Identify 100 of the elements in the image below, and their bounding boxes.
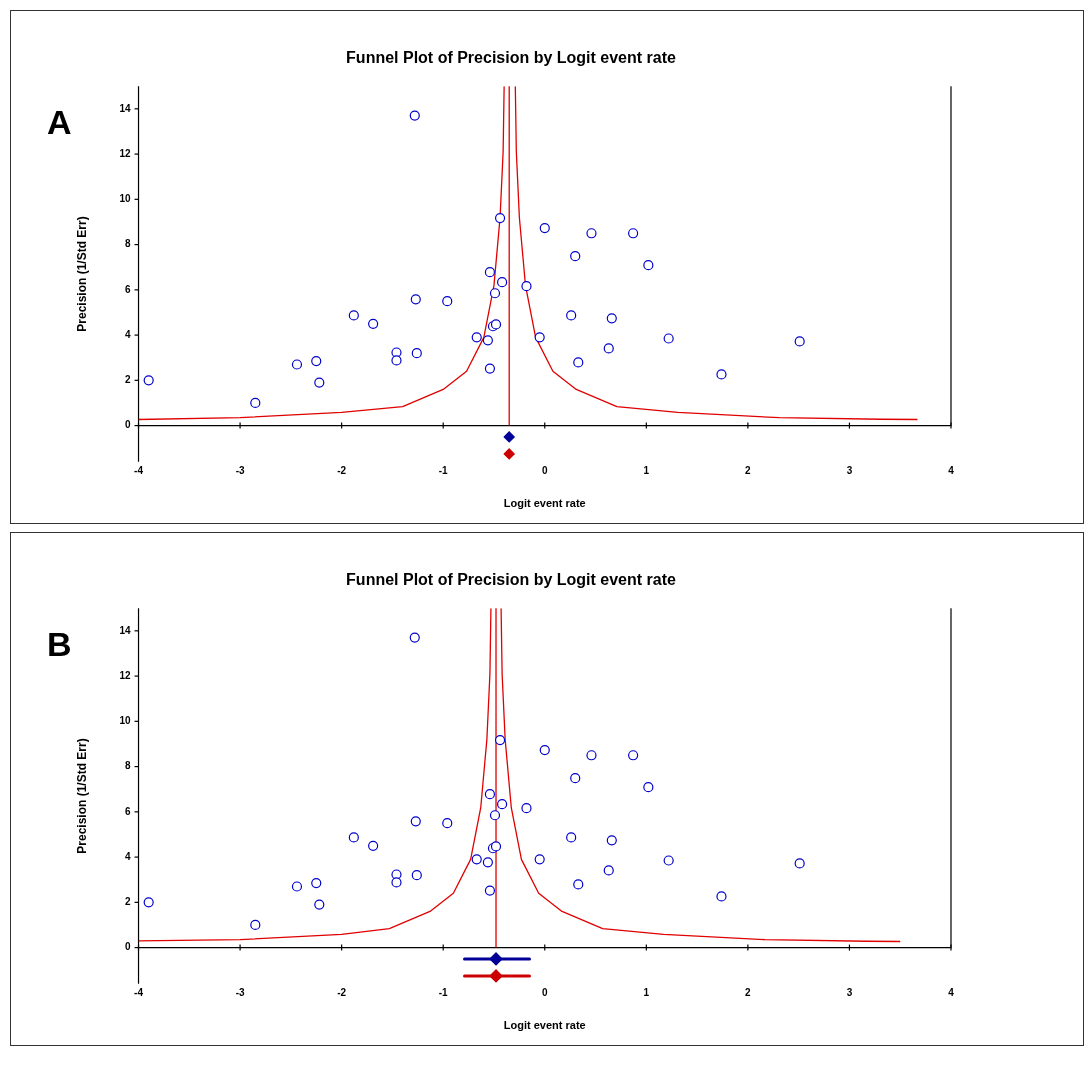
y-tick-label: 2 — [124, 374, 131, 386]
x-tick-label: 4 — [948, 464, 955, 476]
y-tick-label: 10 — [119, 715, 131, 727]
point — [497, 799, 508, 810]
point — [471, 854, 482, 865]
point — [494, 735, 506, 746]
point — [311, 356, 322, 367]
point — [250, 397, 261, 409]
point — [391, 355, 402, 366]
point — [570, 773, 581, 784]
x-tick-label: 1 — [643, 986, 650, 998]
point — [794, 858, 805, 869]
x-tick-label: -3 — [235, 986, 245, 998]
point — [442, 296, 453, 307]
y-tick-label: 0 — [124, 941, 131, 953]
point — [489, 810, 501, 821]
point — [314, 899, 325, 910]
x-tick-label: -3 — [235, 464, 245, 476]
point — [489, 288, 501, 299]
point — [521, 281, 532, 292]
point — [291, 881, 303, 892]
text: B — [47, 625, 72, 664]
point — [348, 832, 359, 843]
point — [663, 333, 674, 344]
y-tick-label: 8 — [124, 760, 131, 772]
y-tick-label: 12 — [119, 669, 131, 681]
point — [143, 897, 154, 908]
point — [497, 277, 508, 288]
point — [484, 789, 496, 800]
x-tick-label: -2 — [337, 986, 347, 998]
y-tick-label: 8 — [124, 238, 131, 250]
point — [794, 336, 805, 347]
point — [566, 310, 577, 321]
point — [628, 228, 639, 239]
point — [573, 357, 584, 368]
point — [539, 222, 550, 234]
x-tick-label: 3 — [846, 986, 853, 998]
point — [534, 854, 545, 865]
x-tick-label: 4 — [948, 986, 955, 998]
point — [539, 744, 550, 756]
y-axis-title: Precision (1/Std Err) — [74, 738, 89, 854]
point — [314, 377, 325, 388]
y-axis-title: Precision (1/Std Err) — [74, 216, 89, 332]
point — [603, 343, 614, 354]
point — [442, 818, 453, 829]
point — [570, 251, 581, 262]
point — [482, 335, 493, 346]
x-tick-label: -1 — [438, 986, 449, 998]
point — [716, 891, 727, 902]
point — [409, 110, 420, 121]
point — [628, 750, 639, 761]
y-tick-label: 10 — [119, 193, 131, 205]
y-tick-label: 14 — [119, 624, 131, 636]
text: A — [47, 103, 72, 142]
y-tick-label: 2 — [124, 896, 131, 908]
point — [391, 877, 402, 888]
point — [311, 878, 322, 889]
point — [409, 632, 420, 643]
y-tick-label: 6 — [124, 283, 131, 295]
point — [643, 260, 654, 271]
point — [484, 885, 496, 896]
chart-title: Funnel Plot of Precision by Logit event rate — [346, 571, 677, 589]
x-tick-label: 3 — [846, 464, 853, 476]
x-tick-label: 2 — [745, 464, 752, 476]
point — [471, 332, 482, 343]
x-tick-label: -4 — [134, 986, 144, 998]
x-axis-title: Logit event rate — [503, 497, 586, 510]
point — [503, 431, 515, 443]
point — [250, 919, 261, 931]
point — [503, 448, 515, 460]
x-tick-label: 0 — [541, 986, 548, 998]
x-tick-label: -1 — [438, 464, 449, 476]
point — [643, 782, 654, 793]
x-tick-label: 0 — [541, 464, 548, 476]
x-axis-title: Logit event rate — [503, 1019, 586, 1032]
point — [484, 363, 496, 374]
chart-title: Funnel Plot of Precision by Logit event rate — [346, 49, 677, 67]
point — [410, 294, 421, 305]
point — [586, 228, 597, 239]
point — [603, 865, 614, 876]
point — [494, 213, 506, 224]
point — [566, 832, 577, 843]
point — [482, 857, 493, 868]
y-tick-label: 4 — [124, 850, 131, 862]
point — [606, 313, 617, 324]
point — [411, 870, 422, 881]
y-tick-label: 0 — [124, 419, 131, 431]
y-tick-label: 14 — [119, 102, 131, 114]
point — [521, 803, 532, 814]
point — [368, 318, 379, 329]
point — [348, 310, 359, 321]
point — [291, 359, 303, 370]
y-tick-label: 12 — [119, 147, 131, 159]
x-tick-label: 2 — [745, 986, 752, 998]
point — [716, 369, 727, 380]
point — [586, 750, 597, 761]
point — [368, 840, 379, 851]
point — [663, 855, 674, 866]
y-tick-label: 4 — [124, 328, 131, 340]
y-tick-label: 6 — [124, 805, 131, 817]
